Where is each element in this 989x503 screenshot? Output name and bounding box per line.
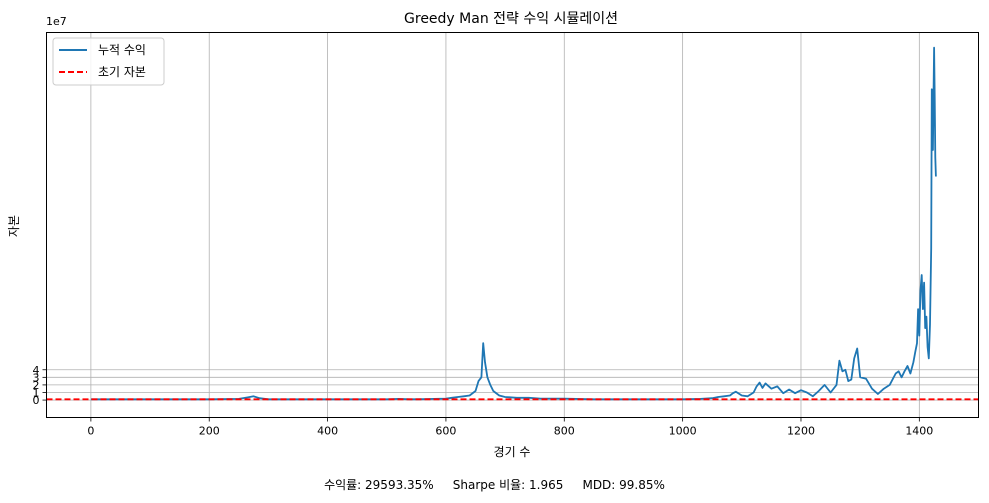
x-tick-label: 800 [554,425,575,438]
series-line-cumulative [90,46,937,401]
plot-frame [46,32,979,418]
y-tick-label: 3 [33,371,40,384]
performance-stats: 수익률: 29593.35% Sharpe 비율: 1.965 MDD: 99.… [324,478,665,492]
x-tick-label: 400 [317,425,338,438]
y-tick-label: 2 [33,379,40,392]
x-tick-label: 0 [87,425,94,438]
y-tick-label: 4 [33,364,40,377]
x-tick-label: 200 [199,425,220,438]
chart-title: Greedy Man 전략 수익 시뮬레이션 [404,11,618,27]
legend: 누적 수익 초기 자본 [52,37,165,86]
legend-label-cumulative: 누적 수익 [98,43,146,57]
y-tick-label: 1 [33,386,40,399]
legend-label-initial: 초기 자본 [98,65,146,79]
y-tick-label: 0 [33,394,40,407]
x-tick-label: 1000 [669,425,697,438]
plot-series [46,46,979,401]
y-axis-label: 자본 [7,215,21,237]
x-axis-label: 경기 수 [494,445,531,459]
y-scale-label: 1e7 [46,15,67,28]
grid [46,32,979,418]
x-tick-label: 600 [435,425,456,438]
x-tick-label: 1400 [905,425,933,438]
x-tick-label: 1200 [787,425,815,438]
